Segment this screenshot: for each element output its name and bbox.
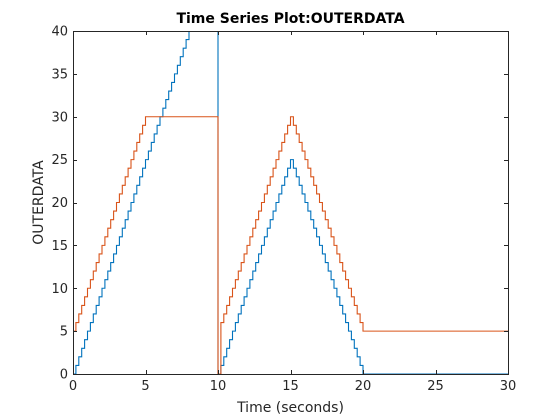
y-tick-label: 20 (51, 196, 68, 211)
x-tick-label: 20 (355, 379, 372, 394)
series-line-1 (73, 31, 508, 374)
x-tick-label: 0 (69, 379, 77, 394)
x-tick-label: 15 (282, 379, 299, 394)
y-tick-label: 30 (51, 110, 68, 125)
y-tick-label: 25 (51, 153, 68, 168)
y-tick-label: 15 (51, 239, 68, 254)
series-line-2 (73, 116, 508, 374)
series-layer (73, 31, 508, 374)
chart-title: Time Series Plot:OUTERDATA (176, 11, 404, 27)
y-tick-label: 5 (60, 325, 68, 340)
y-tick-label: 40 (51, 25, 68, 40)
x-tick-label: 30 (500, 379, 517, 394)
plot-area (73, 31, 508, 374)
y-axis-label: OUTERDATA (31, 160, 47, 245)
x-tick-label: 10 (210, 379, 227, 394)
y-tick-label: 0 (60, 368, 68, 383)
x-axis-label: Time (seconds) (236, 400, 344, 416)
y-tick-label: 35 (51, 67, 68, 82)
y-tick-label: 10 (51, 282, 68, 297)
x-tick-label: 5 (141, 379, 149, 394)
x-tick-label: 25 (427, 379, 444, 394)
tick-layer: 0 5 10 15 20 25 30 0 5 10 15 20 25 30 35 40 (51, 25, 516, 395)
